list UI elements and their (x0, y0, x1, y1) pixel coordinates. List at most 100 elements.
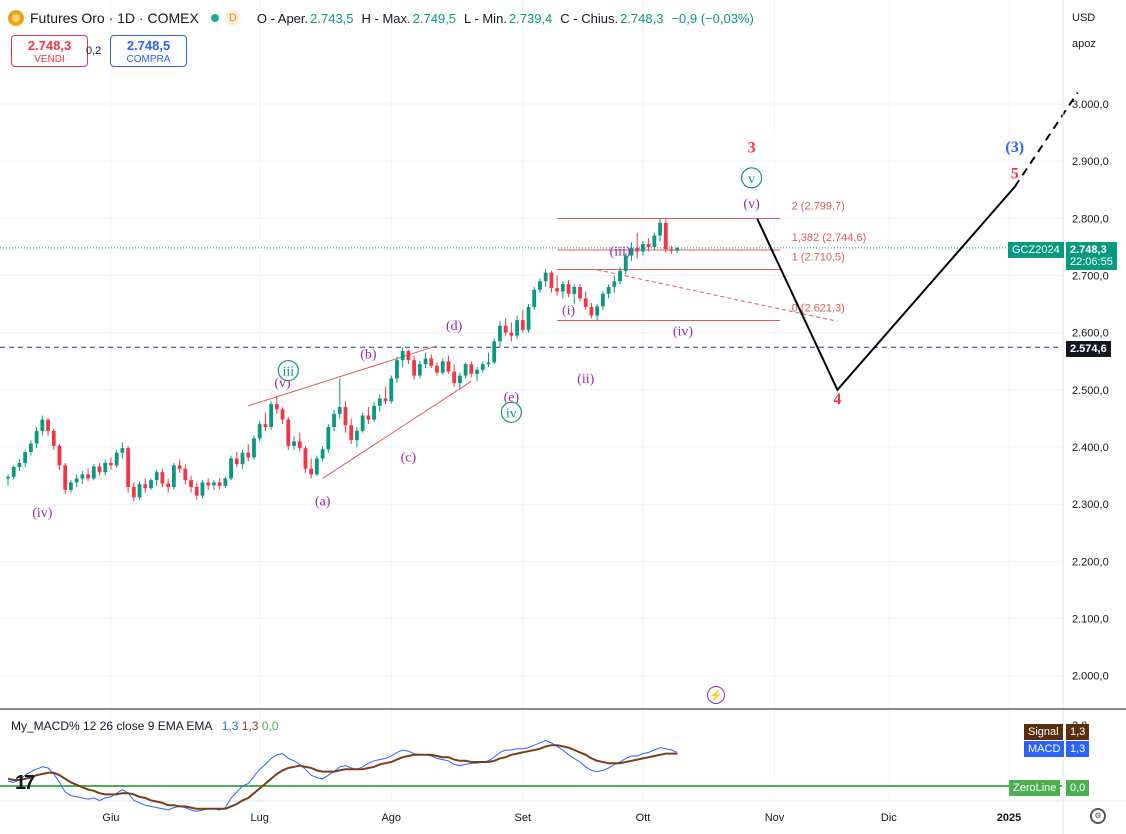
candle-body (28, 443, 33, 453)
candle-body (612, 281, 617, 287)
candle-body (435, 365, 439, 373)
sell-label: VENDI (34, 54, 65, 65)
symbol-title[interactable]: Futures Oro · 1D · COMEX (30, 10, 199, 26)
candle-body (578, 286, 582, 299)
open-value: 2.743,5 (310, 10, 354, 26)
candle-body (560, 284, 565, 292)
candle-body (234, 458, 239, 465)
candle-body (326, 427, 331, 450)
macd-legend: My_MACD% 12 26 close 9 EMA EMA 1,3 1,3 0… (11, 719, 279, 733)
gear-icon[interactable]: ⚙ (1090, 808, 1106, 824)
candle-body (452, 371, 457, 383)
candle-body (623, 255, 628, 271)
channel-dashed-line (597, 269, 838, 322)
candle-body (320, 449, 325, 459)
signal-legend-value: 1,3 (241, 719, 259, 733)
candle-body (646, 244, 651, 247)
delayed-badge: D (224, 10, 241, 26)
candle-body (629, 248, 634, 256)
price-tick-label: 3.000,0 (1072, 99, 1109, 111)
wave-label: (3) (1005, 139, 1024, 156)
candle-body (246, 452, 251, 458)
candle-body (337, 407, 342, 414)
candle-body (257, 424, 262, 439)
candle-body (34, 431, 39, 444)
candle-body (515, 320, 519, 336)
buy-label: COMPRA (126, 54, 171, 65)
candle-body (252, 438, 256, 458)
low-label: L - Min. (464, 10, 507, 26)
fib-label: 0 (2.621,3) (792, 303, 845, 315)
candle-body (469, 364, 474, 374)
candle-body (212, 482, 216, 486)
wave-label: (iv) (673, 325, 694, 340)
candle-body (641, 244, 645, 252)
candle-body (606, 286, 611, 294)
gold-coin-icon (8, 10, 24, 26)
candle-body (183, 468, 188, 481)
candle-body (663, 222, 668, 250)
high-label: H - Max. (361, 10, 411, 26)
time-tick-label: Set (515, 812, 532, 824)
candle-body (635, 248, 640, 252)
candle-body (423, 358, 428, 365)
candle-body (503, 325, 508, 333)
time-tick-label: Ott (636, 812, 651, 824)
wave-label: (i) (562, 303, 576, 318)
wave-label: 3 (748, 140, 756, 157)
spread-value: 0,2 (86, 45, 102, 57)
buy-button[interactable]: 2.748,5 COMPRA (110, 35, 187, 67)
elliott-labels: (iv) (v) iii (a) (b) (c) (d) (e)iv (i) (ii) (iii) (… (32, 139, 1024, 521)
candle-body (332, 413, 336, 428)
candle-body (223, 478, 228, 486)
candle-body (114, 452, 119, 466)
currency-selector[interactable]: USD (1072, 12, 1096, 24)
candle-body (395, 360, 399, 379)
candle-body (463, 364, 468, 376)
time-tick-label: Giu (102, 812, 119, 824)
candle-body (303, 448, 308, 469)
last-price: 2.748,3 (1070, 244, 1107, 256)
candle-body (194, 487, 199, 496)
candle-body (240, 452, 245, 465)
candle-body (309, 468, 314, 475)
zero-legend-value: 0,0 (261, 719, 279, 733)
candle-body (595, 306, 600, 316)
triangle-line (322, 380, 472, 479)
flash-icon[interactable]: ⚡ (707, 686, 725, 704)
candle-body (263, 424, 268, 428)
candle-body (314, 458, 319, 475)
candle-body (286, 419, 291, 446)
sell-button[interactable]: 2.748,3 VENDI (11, 35, 88, 67)
projection-dashed (1013, 92, 1079, 188)
tradingview-logo: 17 (15, 772, 35, 794)
candle-body (669, 249, 674, 251)
price-tick-label: 2.600,0 (1072, 328, 1109, 340)
candle-body (406, 350, 411, 361)
signal-tag-value: 1,3 (1066, 724, 1090, 740)
scale-mode-button[interactable]: apoz (1072, 38, 1096, 50)
candle-body (480, 364, 485, 370)
candle-body (360, 415, 365, 432)
macd-series-signal (7, 744, 678, 810)
candle-body (412, 360, 417, 376)
fib-label: 1 (2.710,5) (792, 252, 845, 264)
macd-title[interactable]: My_MACD% 12 26 close 9 EMA EMA (11, 719, 213, 733)
candle-body (200, 482, 205, 496)
candle-body (177, 465, 182, 469)
countdown: 22:06:55 (1070, 256, 1113, 268)
candle-body (189, 480, 193, 488)
candle-body (675, 247, 680, 251)
wave-label: v (748, 172, 755, 187)
candle-body (343, 407, 348, 426)
change-value: −0,9 (−0,03%) (671, 10, 754, 26)
candle-body (520, 320, 525, 330)
price-tick-label: 2.000,0 (1072, 671, 1109, 683)
candle-body (475, 369, 479, 374)
candle-body (131, 487, 136, 498)
zero-tag-label: ZeroLine (1009, 780, 1061, 796)
candle-body (555, 288, 560, 292)
symbol-tag: GCZ2024 (1008, 242, 1064, 258)
candle-body (97, 466, 102, 473)
